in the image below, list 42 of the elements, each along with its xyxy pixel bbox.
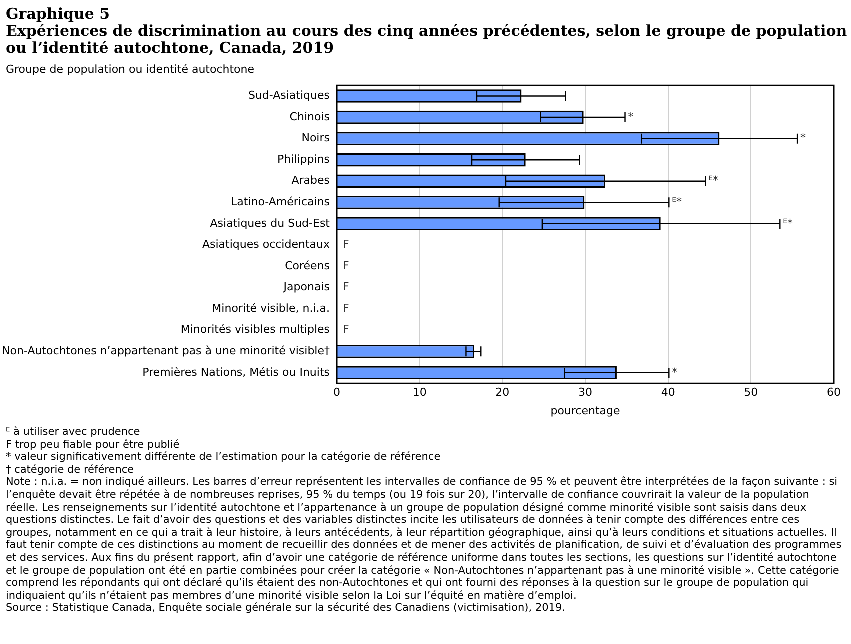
y-tick-label: Latino-Américains [230, 196, 330, 209]
annotation: ᴱ* [672, 196, 683, 209]
y-tick-label: Chinois [290, 110, 330, 124]
text: F [343, 302, 350, 315]
y-tick-label: Minorités visibles multiples [180, 323, 330, 336]
text: F [343, 280, 350, 294]
x-tick-label: 60 [827, 386, 841, 400]
x-tick-label: 20 [496, 386, 510, 400]
y-axis-title: Groupe de population ou identité autochtone [6, 63, 256, 76]
text: † catégorie de référence [6, 464, 136, 476]
annotation: ᴱ* [783, 216, 794, 230]
text: ᴱ à utiliser avec prudence [6, 426, 142, 439]
text: * valeur significativement différente de l’estimation pour la catégorie de référence [6, 451, 442, 464]
text: F trop peu fiable pour être publié [6, 438, 181, 452]
y-tick-label: Minorité visible, n.i.a. [212, 302, 330, 315]
x-tick-label: 30 [578, 386, 592, 400]
y-tick-label: Premières Nations, Métis ou Inuits [142, 366, 330, 379]
x-tick-label: 10 [412, 386, 427, 400]
y-tick-label: Sud-Asiatiques [248, 89, 330, 102]
annotation: * [628, 110, 634, 124]
text: Note : n.i.a. = non indiqué ailleurs. Les barres d’erreur représentent les intervalles de confiance de 95 % et peuvent être interprétées de la façon suivante : si l’enquête devait être répétée à de nombreuses reprises, 95 % du temps (ou 19 fois sur 20), l’intervalle de confiance couvrirait la valeur de la population réelle. Les renseignements sur l’identité autochtone et l’appartenance à un groupe de population désigné comme minorité visible sont saisis dans deux questions distinctes. Le fait d’avoir des questions et des variables distinctes incite les utilisateurs de données à tenir compte des différences entre ces groupes, notamment en ce qui a trait à leur histoire, à leurs antécédents, à leur répartition géographique, ainsi qu’à leurs conditions et situations actuelles. Il faut tenir compte de ces distinctions au moment de recueillir des données et de mener des activités de planification, de suivi et d’évaluation des programmes et des services. Aux fins du présent rapport, afin d’avoir une catégorie de référence uniforme dans toutes les sections, les questions sur l’identité autochtone et le groupe de population ont été en partie combinées pour créer la catégorie « Non-Autochtones n’appartenant pas à une minorité visible ». Cette catégorie comprend les répondants qui ont déclaré qu’ils étaient des non-Autochtones et qui ont fourni des réponses à la question sur le groupe de population qui indiquaient qu’ils n’étaient pas membres d’une minorité visible selon la Loi sur l’équité en matière d’emploi. [6, 476, 842, 602]
y-tick-label: Coréens [285, 259, 330, 272]
text: Graphique 5 [6, 5, 112, 23]
text: F [343, 238, 350, 252]
text: F [343, 323, 350, 336]
y-tick-label: Japonais [282, 280, 330, 294]
annotation: * [672, 366, 678, 379]
y-tick-label: Asiatiques du Sud-Est [210, 216, 331, 230]
y-tick-label: Non-Autochtones n’appartenant pas à une minorité visible† [2, 344, 330, 358]
x-tick-label: 40 [661, 386, 676, 400]
x-axis-title: pourcentage [550, 404, 621, 418]
annotation: ᴱ* [708, 174, 719, 188]
y-tick-label: Noirs [302, 132, 330, 145]
y-tick-label: Philippins [278, 152, 330, 166]
x-tick-label: 50 [744, 386, 758, 400]
x-tick-label: 0 [334, 386, 340, 400]
annotation: * [800, 132, 807, 145]
y-tick-label: Arabes [292, 174, 330, 188]
y-tick-label: Asiatiques occidentaux [202, 238, 330, 252]
source-note: Source : Statistique Canada, Enquête sociale générale sur la sécurité des Canadiens (victimisation), 2019. [6, 602, 566, 615]
text: F [343, 259, 350, 272]
chart-subtitle: Expériences de discrimination au cours des cinq années précédentes, selon le groupe de population ou l’identité autochtone, Canada, 2019 [6, 22, 848, 57]
